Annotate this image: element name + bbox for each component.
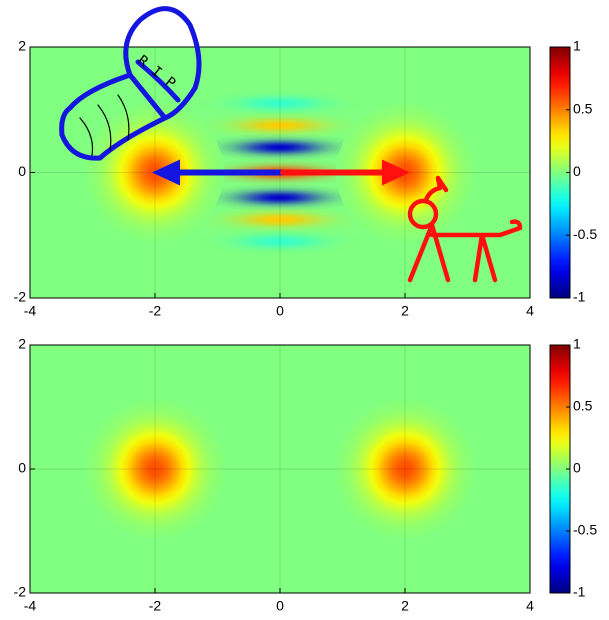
x-tick-label: -2 xyxy=(149,598,162,614)
doodles xyxy=(59,6,523,283)
axes-frame xyxy=(29,344,531,594)
tombstone-cracks xyxy=(79,94,130,156)
y-tick-label: 0 xyxy=(18,460,26,476)
x-tick-label: 4 xyxy=(526,598,534,614)
y-tick-label: -2 xyxy=(14,289,27,305)
colorbar-tick-label: -0.5 xyxy=(573,522,597,538)
y-tick-label: -2 xyxy=(14,584,27,600)
fringe xyxy=(198,111,362,140)
arrowhead-right xyxy=(382,159,410,186)
fringe xyxy=(198,133,362,162)
peak xyxy=(336,400,474,538)
x-tick-label: 2 xyxy=(401,303,409,319)
cat xyxy=(407,175,523,283)
x-tick-label: 4 xyxy=(526,303,534,319)
colorbar-tick-label: 1 xyxy=(573,38,581,54)
colorbar-tick-label: 1 xyxy=(573,336,581,352)
colorbar-tick-label: -1 xyxy=(573,584,586,600)
colorbar-tick-label: -0.5 xyxy=(573,226,597,242)
plot-area xyxy=(30,345,530,593)
tombstone xyxy=(59,6,202,161)
peak xyxy=(86,400,224,538)
x-tick-label: -4 xyxy=(24,598,37,614)
fringe xyxy=(198,89,362,118)
x-tick-label: -4 xyxy=(24,303,37,319)
fringe xyxy=(198,183,362,212)
arrowhead-left xyxy=(152,159,180,186)
axes-frame xyxy=(29,46,531,299)
colorbar-tick-label: 0 xyxy=(573,163,581,179)
y-tick-label: 2 xyxy=(18,336,26,352)
colorbar-tick-label: 0 xyxy=(573,460,581,476)
colorbar-tick-label: 0.5 xyxy=(573,398,593,414)
colorbar-tick-label: -1 xyxy=(573,289,586,305)
x-tick-label: 0 xyxy=(276,598,284,614)
x-tick-label: 0 xyxy=(276,303,284,319)
y-tick-label: 0 xyxy=(18,163,26,179)
x-tick-label: -2 xyxy=(149,303,162,319)
y-tick-label: 2 xyxy=(18,38,26,54)
colorbar-tick-label: 0.5 xyxy=(573,100,593,116)
fringe xyxy=(198,205,362,234)
x-tick-label: 2 xyxy=(401,598,409,614)
fringe xyxy=(198,227,362,256)
